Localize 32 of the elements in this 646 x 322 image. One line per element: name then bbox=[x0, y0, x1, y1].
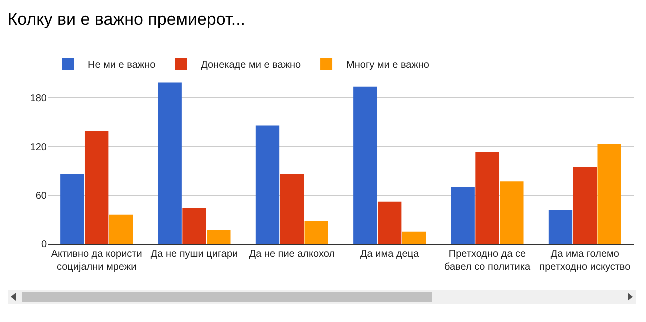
bar bbox=[109, 214, 134, 244]
x-tick-label: Активно да користи социјални мрежи bbox=[51, 249, 142, 273]
bar bbox=[476, 152, 500, 244]
x-tick-label: Да не пие алкохол bbox=[249, 249, 336, 260]
chart-title: Колку ви е важно премиерот... bbox=[8, 10, 246, 29]
bar bbox=[402, 232, 426, 244]
y-tick-label: 180 bbox=[30, 94, 48, 105]
bar bbox=[598, 144, 622, 244]
bar bbox=[60, 174, 84, 244]
bar bbox=[207, 230, 231, 244]
y-tick-label: 60 bbox=[36, 190, 48, 202]
bar bbox=[354, 86, 378, 244]
bar bbox=[256, 126, 280, 244]
y-tick-label: 120 bbox=[30, 142, 48, 154]
bar bbox=[304, 221, 328, 244]
legend-label: Донекаде ми е важно bbox=[201, 60, 302, 72]
x-tick-label: Претходно да се бавел со политика bbox=[444, 249, 531, 273]
bar bbox=[573, 167, 598, 244]
bar bbox=[280, 174, 304, 244]
x-tick-label: Да има деца bbox=[360, 249, 420, 260]
bar bbox=[378, 202, 402, 244]
bar bbox=[500, 182, 524, 244]
bar bbox=[84, 131, 109, 244]
bar bbox=[182, 208, 206, 244]
x-tick-label: Да не пуши цигари bbox=[150, 249, 238, 260]
bar bbox=[548, 210, 573, 244]
bar bbox=[451, 187, 475, 244]
legend-label: Не ми е важно bbox=[88, 60, 156, 72]
legend-label: Многу ми е важно bbox=[346, 60, 430, 72]
bar bbox=[158, 82, 182, 244]
x-tick-label: Да има големо претходно искуство bbox=[540, 249, 632, 273]
y-tick-label: 0 bbox=[41, 240, 48, 250]
